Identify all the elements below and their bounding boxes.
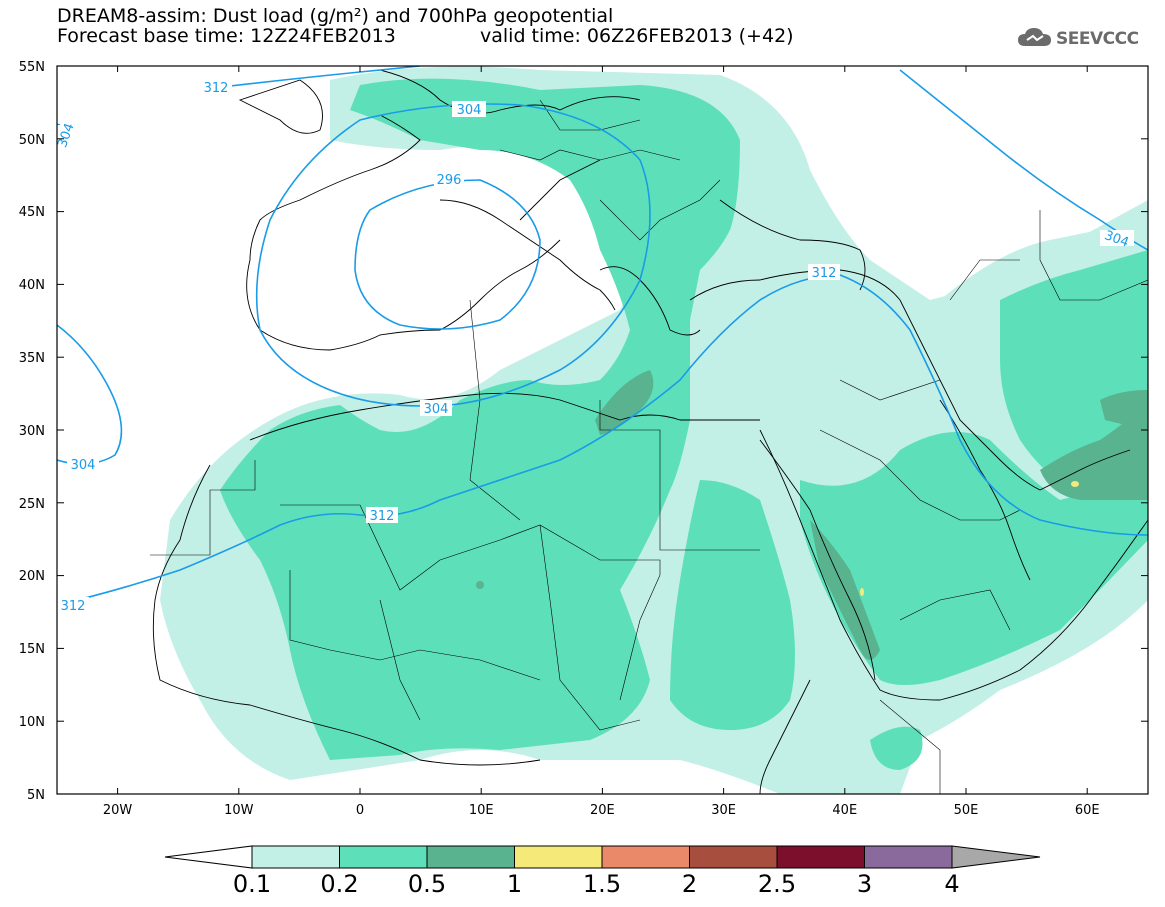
colorbar	[164, 845, 1041, 869]
contour-label-backgrounds	[57, 79, 1134, 613]
colorbar-box	[426, 845, 515, 869]
lat-label: 25N	[19, 497, 45, 512]
contour-label: 296	[437, 173, 462, 188]
colorbar-label: 3	[856, 870, 873, 898]
dust-shading-yellow	[860, 481, 1079, 596]
lat-label: 15N	[19, 642, 45, 657]
colorbar-label: 0.2	[320, 870, 359, 898]
lon-label: 60E	[1075, 803, 1100, 818]
lon-label: 10W	[224, 803, 254, 818]
latitude-labels: 55N 50N 45N 40N 35N 30N 25N 20N 15N 10N …	[19, 60, 45, 803]
contour-label: 312	[370, 509, 395, 524]
lat-label: 55N	[19, 60, 45, 75]
colorbar-box	[601, 845, 690, 869]
dust-shading-medium	[220, 78, 1148, 770]
colorbar-label: 4	[944, 870, 960, 898]
colorbar-label: 2.5	[757, 870, 797, 898]
colorbar-label: 0.1	[232, 870, 272, 898]
lon-label: 20E	[590, 803, 615, 818]
lat-label: 30N	[19, 424, 45, 439]
colorbar-label: 1.5	[582, 870, 622, 898]
lat-label: 45N	[19, 205, 45, 220]
colorbar-box	[514, 845, 603, 869]
colorbar-box	[864, 845, 953, 869]
lat-label: 10N	[19, 715, 45, 730]
contour-label: 304	[424, 402, 449, 417]
colorbar-box	[339, 845, 428, 869]
colorbar-under-triangle	[164, 845, 253, 869]
coastlines	[152, 69, 1148, 794]
longitude-labels: 20W 10W 0 10E 20E 30E 40E 50E 60E	[103, 803, 1100, 818]
lon-label: 0	[356, 803, 364, 818]
colorbar-label: 2	[681, 870, 698, 898]
lat-label: 20N	[19, 569, 45, 584]
contour-label: 304	[71, 458, 96, 473]
cloud-icon	[1017, 26, 1053, 52]
seevccc-logo: SEEVCCC	[1017, 26, 1139, 52]
longitude-axis	[117, 66, 1088, 794]
forecast-base-time: Forecast base time: 12Z24FEB2013	[57, 25, 396, 47]
colorbar-box	[251, 845, 340, 869]
lon-label: 50E	[954, 803, 979, 818]
colorbar-label: 1	[506, 870, 523, 898]
lat-label: 40N	[19, 278, 45, 293]
contour-label: 312	[204, 81, 229, 96]
contour-label: 312	[812, 266, 837, 281]
country-borders	[150, 99, 1148, 794]
colorbar-over-triangle	[951, 845, 1041, 869]
lat-label: 50N	[19, 133, 45, 148]
lat-label: 5N	[27, 788, 45, 803]
dust-shading-dark	[476, 370, 1148, 660]
colorbar-label: 0.5	[407, 870, 447, 898]
lon-label: 40E	[832, 803, 857, 818]
map-title: DREAM8-assim: Dust load (g/m²) and 700hP…	[57, 5, 614, 27]
colorbar-box	[689, 845, 778, 869]
colorbar-box	[776, 845, 865, 869]
contour-label: 312	[61, 599, 86, 614]
lat-label: 35N	[19, 351, 45, 366]
logo-text: SEEVCCC	[1056, 29, 1139, 49]
lon-label: 10E	[469, 803, 494, 818]
lon-label: 30E	[711, 803, 736, 818]
latitude-axis	[57, 65, 1148, 722]
contour-label: 304	[457, 103, 482, 118]
lon-label: 20W	[103, 803, 133, 818]
colorbar-boxes	[251, 845, 953, 869]
valid-time: valid time: 06Z26FEB2013 (+42)	[480, 25, 794, 47]
